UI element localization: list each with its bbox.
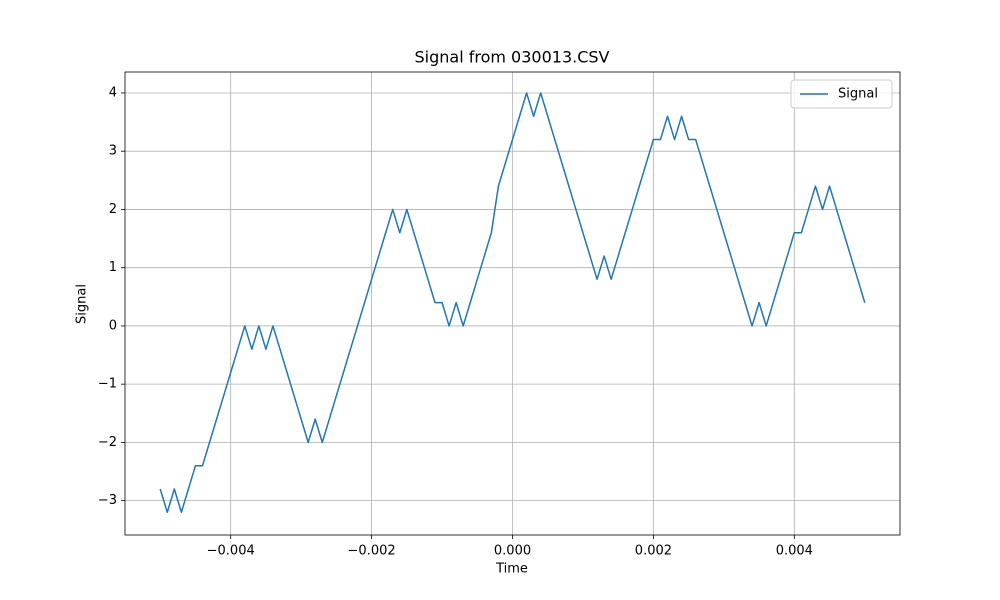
x-tick-label: 0.000	[494, 544, 531, 559]
y-tick-label: 0	[109, 318, 117, 333]
y-tick-label: 3	[109, 144, 117, 159]
x-axis-label: Time	[495, 562, 528, 577]
y-tick-label: −3	[98, 493, 117, 508]
chart-title: Signal from 030013.CSV	[415, 48, 610, 67]
y-tick-label: −2	[98, 435, 117, 450]
plot-frame	[124, 71, 901, 536]
y-tick-label: 1	[109, 260, 117, 275]
y-tick-label: 4	[109, 85, 117, 100]
y-axis-label: Signal	[75, 284, 90, 324]
legend-label: Signal	[838, 87, 878, 102]
x-tick-label: −0.004	[207, 544, 255, 559]
series-line	[159, 92, 866, 514]
x-tick-label: −0.002	[348, 544, 396, 559]
legend-box	[790, 79, 893, 109]
x-tick-label: 0.002	[635, 544, 672, 559]
y-tick-label: 2	[109, 202, 117, 217]
y-tick-label: −1	[98, 377, 117, 392]
x-tick-label: 0.004	[776, 544, 813, 559]
